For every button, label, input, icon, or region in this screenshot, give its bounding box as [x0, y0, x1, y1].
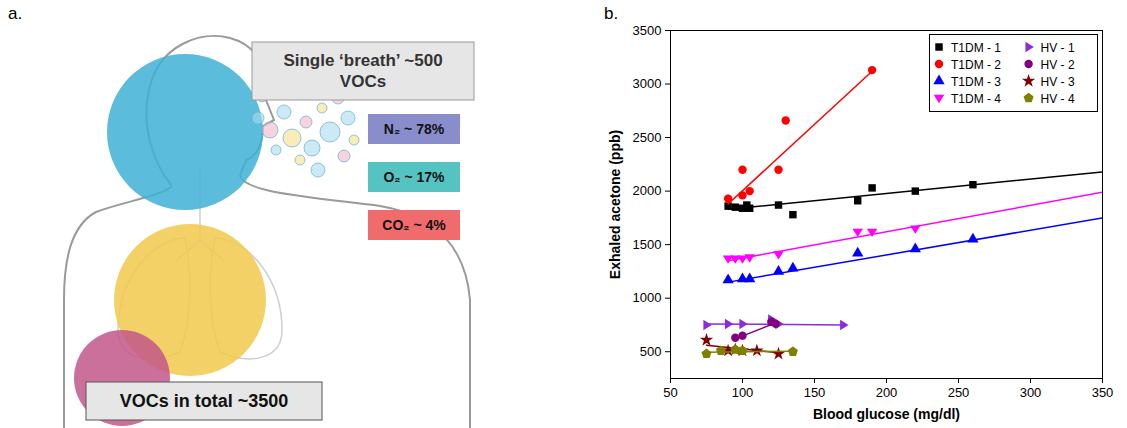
svg-text:VOCs in total ~3500: VOCs in total ~3500 [120, 391, 289, 411]
svg-text:T1DM - 3: T1DM - 3 [951, 75, 1001, 89]
svg-text:250: 250 [948, 385, 970, 400]
svg-text:200: 200 [876, 385, 898, 400]
svg-text:2500: 2500 [633, 130, 662, 145]
svg-text:300: 300 [1020, 385, 1042, 400]
html-text:b.: b. [604, 4, 619, 23]
svg-text:O₂ ~ 17%: O₂ ~ 17% [383, 169, 445, 185]
svg-text:350: 350 [1092, 385, 1114, 400]
svg-text:HV - 4: HV - 4 [1041, 92, 1075, 106]
svg-text:Blood glucose (mg/dl): Blood glucose (mg/dl) [813, 406, 960, 422]
svg-text:500: 500 [640, 344, 662, 359]
svg-text:150: 150 [804, 385, 826, 400]
svg-text:1500: 1500 [633, 237, 662, 252]
svg-text:HV - 3: HV - 3 [1041, 75, 1075, 89]
svg-text:CO₂ ~ 4%: CO₂ ~ 4% [382, 217, 446, 233]
svg-text:Exhaled acetone (ppb): Exhaled acetone (ppb) [607, 130, 623, 279]
html-text:a.: a. [8, 4, 23, 23]
svg-text:N₂ ~ 78%: N₂ ~ 78% [384, 121, 445, 137]
svg-text:T1DM - 4: T1DM - 4 [951, 92, 1001, 106]
svg-text:Single ‘breath’ ~500: Single ‘breath’ ~500 [283, 51, 442, 70]
svg-text:2000: 2000 [633, 183, 662, 198]
svg-text:1000: 1000 [633, 290, 662, 305]
svg-text:3000: 3000 [633, 76, 662, 91]
svg-text:HV - 2: HV - 2 [1041, 58, 1075, 72]
svg-text:T1DM - 1: T1DM - 1 [951, 41, 1001, 55]
svg-text:50: 50 [663, 385, 677, 400]
svg-text:100: 100 [732, 385, 754, 400]
svg-text:HV - 1: HV - 1 [1041, 41, 1075, 55]
svg-text:VOCs: VOCs [340, 72, 386, 91]
svg-text:3500: 3500 [633, 23, 662, 38]
svg-text:T1DM - 2: T1DM - 2 [951, 58, 1001, 72]
